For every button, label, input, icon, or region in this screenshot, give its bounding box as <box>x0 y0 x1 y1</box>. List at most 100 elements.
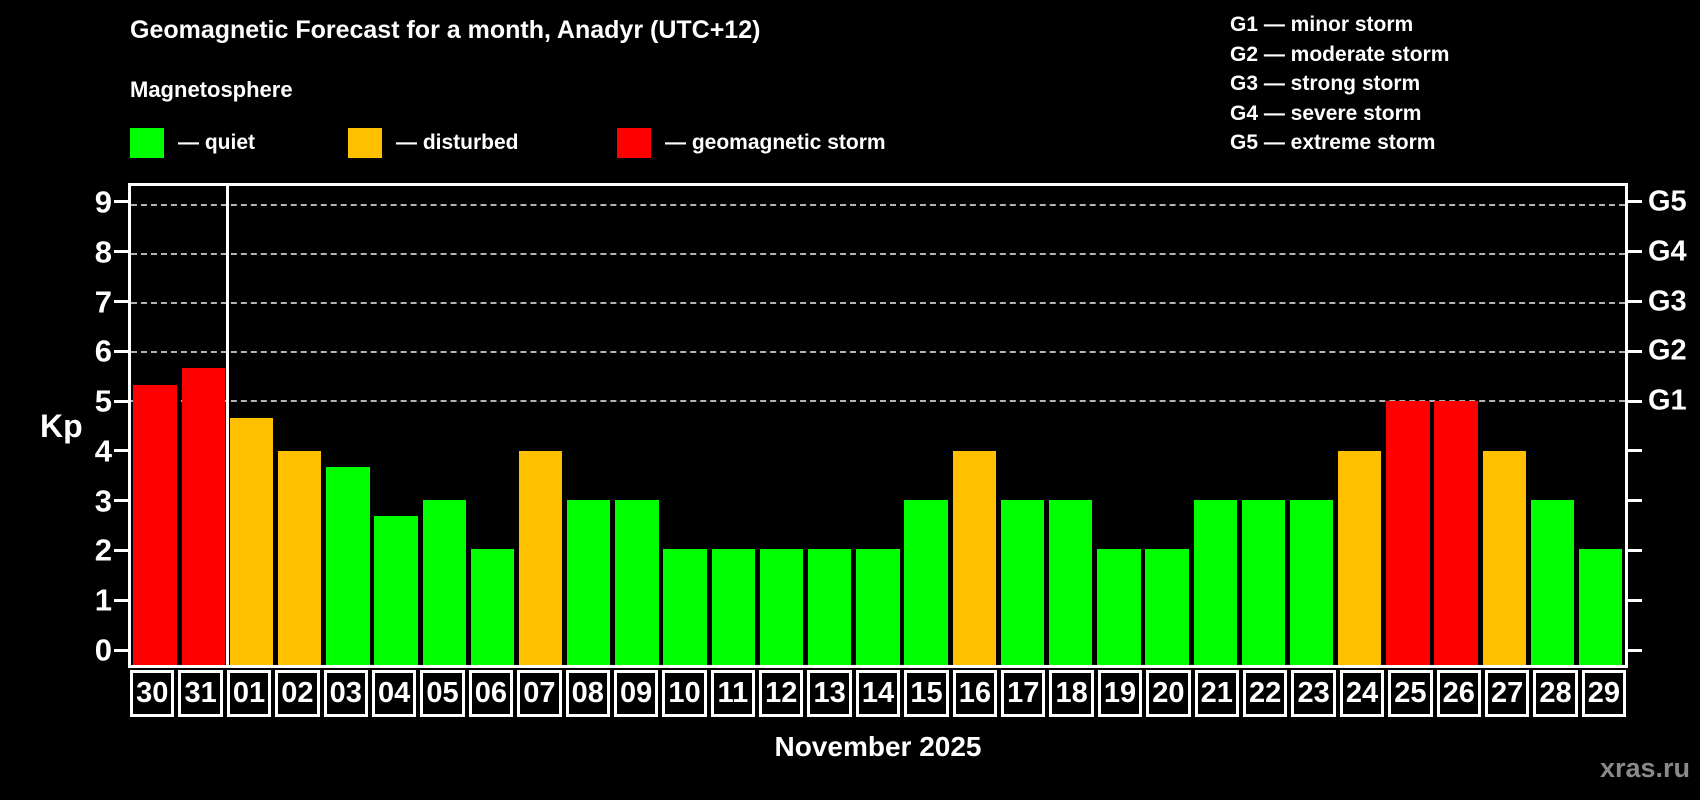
bars <box>131 186 1625 665</box>
y-axis-label-0: 0 <box>94 632 112 668</box>
bar-column-05 <box>420 186 468 665</box>
bar-30 <box>133 385 177 665</box>
bar-08 <box>567 499 611 665</box>
bar-column-04 <box>372 186 420 665</box>
bar-column-29 <box>1577 186 1625 665</box>
y-axis-label-7: 7 <box>94 284 112 319</box>
bar-14 <box>856 548 900 665</box>
bar-24 <box>1338 450 1382 665</box>
bar-05 <box>422 499 466 665</box>
bar-column-17 <box>998 186 1046 665</box>
y-tick-right-0 <box>1628 648 1642 652</box>
storm-scale-g1: G1 — minor storm <box>1230 13 1414 36</box>
y-tick-right-9 <box>1628 200 1642 204</box>
bar-01 <box>229 417 274 665</box>
quiet-color-swatch <box>130 128 164 158</box>
bar-27 <box>1482 450 1527 665</box>
y-tick-left-3 <box>114 499 128 503</box>
bar-column-03 <box>324 186 372 665</box>
bar-column-02 <box>276 186 324 665</box>
gridline-g5 <box>131 203 1625 206</box>
y-axis-label-8: 8 <box>94 234 112 270</box>
y-axis-label-6: 6 <box>94 333 112 369</box>
bar-column-19 <box>1095 186 1143 665</box>
bar-column-20 <box>1143 186 1191 665</box>
y-tick-left-8 <box>114 250 128 254</box>
bar-06 <box>470 548 515 665</box>
bar-29 <box>1579 548 1623 665</box>
storm-scale-g4: G4 — severe storm <box>1230 101 1422 125</box>
chart-title: Geomagnetic Forecast for a month, Anadyr… <box>130 16 761 44</box>
bar-column-27 <box>1480 186 1528 665</box>
bar-22 <box>1241 499 1286 665</box>
date-box-07: 07 <box>517 670 562 717</box>
bar-column-22 <box>1239 186 1287 665</box>
y-axis-label-9: 9 <box>94 184 112 220</box>
date-box-21: 21 <box>1194 670 1239 717</box>
date-box-01: 01 <box>226 670 272 717</box>
legend-label-quiet: — quiet <box>178 131 255 154</box>
date-box-27: 27 <box>1484 670 1530 717</box>
plot-area <box>128 183 1628 668</box>
bar-16 <box>952 450 996 665</box>
legend-label-storm: — geomagnetic storm <box>665 131 886 154</box>
y-tick-right-1 <box>1628 598 1642 602</box>
date-box-13: 13 <box>807 670 852 717</box>
month-separator <box>225 186 229 665</box>
date-box-25: 25 <box>1388 670 1433 717</box>
bar-03 <box>326 466 370 665</box>
y-tick-right-2 <box>1628 548 1642 552</box>
bar-12 <box>759 548 804 665</box>
bar-20 <box>1145 548 1189 665</box>
date-box-06: 06 <box>468 670 514 717</box>
storm-scale-g5: G5 — extreme storm <box>1230 131 1436 154</box>
y-tick-left-1 <box>114 598 128 602</box>
right-axis-label-g5: G5 <box>1648 185 1687 218</box>
y-tick-left-6 <box>114 349 128 353</box>
bar-column-13 <box>806 186 854 665</box>
bar-26 <box>1434 401 1478 665</box>
date-box-28: 28 <box>1533 670 1578 717</box>
date-box-22: 22 <box>1242 670 1288 717</box>
bar-column-01 <box>227 186 275 665</box>
right-axis-label-g1: G1 <box>1648 384 1687 417</box>
bar-13 <box>808 548 852 665</box>
bar-column-30 <box>131 186 179 665</box>
bar-column-09 <box>613 186 661 665</box>
date-box-08: 08 <box>565 670 610 717</box>
y-axis-label-3: 3 <box>94 483 112 519</box>
bar-02 <box>277 450 322 665</box>
bar-18 <box>1048 499 1093 665</box>
y-tick-right-5 <box>1628 399 1642 403</box>
y-tick-left-0 <box>114 648 128 652</box>
gridline-g3 <box>131 302 1625 305</box>
y-axis-title: Kp <box>40 408 83 444</box>
bar-04 <box>374 516 418 665</box>
date-box-03: 03 <box>323 670 368 717</box>
date-box-10: 10 <box>662 670 707 717</box>
bar-column-21 <box>1191 186 1239 665</box>
y-tick-left-4 <box>114 449 128 453</box>
legend-item-storm: — geomagnetic storm <box>617 128 886 158</box>
date-box-20: 20 <box>1146 670 1191 717</box>
bar-15 <box>904 499 948 665</box>
bar-column-31 <box>179 186 227 665</box>
y-tick-right-4 <box>1628 449 1642 453</box>
storm-scale-g3: G3 — strong storm <box>1230 72 1421 95</box>
bar-column-14 <box>854 186 902 665</box>
date-box-12: 12 <box>759 670 804 717</box>
date-box-31: 31 <box>178 670 223 717</box>
y-tick-left-5 <box>114 399 128 403</box>
y-tick-left-9 <box>114 200 128 204</box>
x-axis-title: November 2025 <box>774 731 982 762</box>
gridline-g2 <box>131 351 1625 354</box>
y-tick-right-7 <box>1628 300 1642 303</box>
disturbed-color-swatch <box>348 128 382 158</box>
gridline-g1 <box>131 400 1625 403</box>
right-axis-label-g3: G3 <box>1648 285 1687 317</box>
bar-11 <box>711 548 756 665</box>
y-tick-right-3 <box>1628 499 1642 503</box>
date-box-29: 29 <box>1581 670 1627 717</box>
y-tick-right-8 <box>1628 250 1642 254</box>
